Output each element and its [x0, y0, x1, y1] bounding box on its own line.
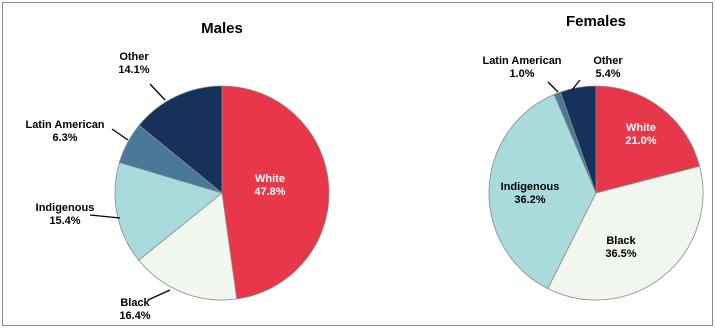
- females-value-latin-american: 1.0%: [509, 68, 534, 80]
- males-title: Males: [201, 20, 243, 37]
- males-slice-black: [138, 192, 238, 301]
- males-value-indigenous: 15.4%: [49, 215, 80, 227]
- males-value-latin-american: 6.3%: [52, 132, 77, 144]
- females-slice-other: [559, 85, 597, 194]
- males-leader-black: [147, 289, 171, 301]
- males-label-white: White: [255, 173, 285, 185]
- females-slice-indigenous: [488, 93, 597, 290]
- females-leader-latin-american: [547, 81, 559, 93]
- females-value-indigenous: 36.2%: [514, 194, 545, 206]
- females-value-white: 21.0%: [625, 135, 656, 147]
- males-value-white: 47.8%: [254, 186, 285, 198]
- females-label-indigenous: Indigenous: [501, 181, 560, 193]
- males-leader-other: [149, 83, 166, 101]
- females-pie: [488, 85, 704, 301]
- males-leader-latin-american: [111, 128, 129, 141]
- females-label-other: Other: [593, 55, 623, 67]
- males-label-indigenous: Indigenous: [36, 202, 95, 214]
- males-label-other: Other: [119, 51, 149, 63]
- slice-labels: White47.8%Black16.4%Indigenous15.4%Latin…: [25, 51, 656, 322]
- males-slice-other: [138, 85, 223, 194]
- males-label-latin-american: Latin American: [25, 119, 104, 131]
- females-label-latin-american: Latin American: [482, 55, 561, 67]
- males-label-black: Black: [120, 297, 150, 309]
- males-value-other: 14.1%: [118, 64, 149, 76]
- males-leader-indigenous: [89, 214, 121, 219]
- females-value-other: 5.4%: [595, 68, 620, 80]
- females-label-black: Black: [606, 235, 636, 247]
- females-slice-white: [595, 85, 701, 194]
- males-slice-indigenous: [114, 162, 223, 261]
- females-value-black: 36.5%: [605, 248, 636, 260]
- females-title: Females: [566, 13, 626, 30]
- females-label-white: White: [626, 122, 656, 134]
- females-leader-other: [571, 79, 581, 91]
- females-slice-black: [547, 165, 704, 301]
- males-value-black: 16.4%: [119, 310, 150, 322]
- males-slice-white: [221, 85, 330, 300]
- males-pie: [114, 85, 330, 301]
